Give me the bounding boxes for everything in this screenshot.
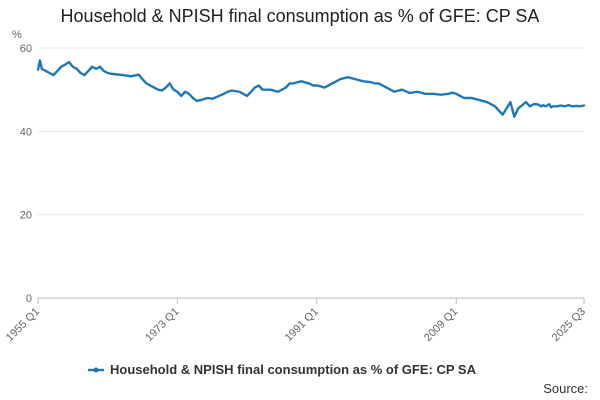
y-axis-label: %	[12, 29, 22, 41]
y-tick-label: 20	[20, 210, 32, 222]
x-tick-label: 1955 Q1	[4, 306, 42, 344]
y-tick-label: 60	[20, 43, 32, 55]
series-line	[36, 59, 586, 118]
y-tick-label: 0	[26, 293, 32, 305]
source-label: Source:	[543, 381, 588, 396]
x-tick-label: 1991 Q1	[283, 306, 321, 344]
legend-label: Household & NPISH final consumption as %…	[110, 362, 477, 377]
y-tick-label: 40	[20, 126, 32, 138]
chart-title: Household & NPISH final consumption as %…	[60, 6, 540, 26]
x-tick-label: 2009 Q1	[422, 306, 460, 344]
x-tick-label: 1973 Q1	[143, 306, 181, 344]
legend-marker	[93, 367, 99, 373]
x-tick-label: 2025 Q3	[550, 306, 588, 344]
